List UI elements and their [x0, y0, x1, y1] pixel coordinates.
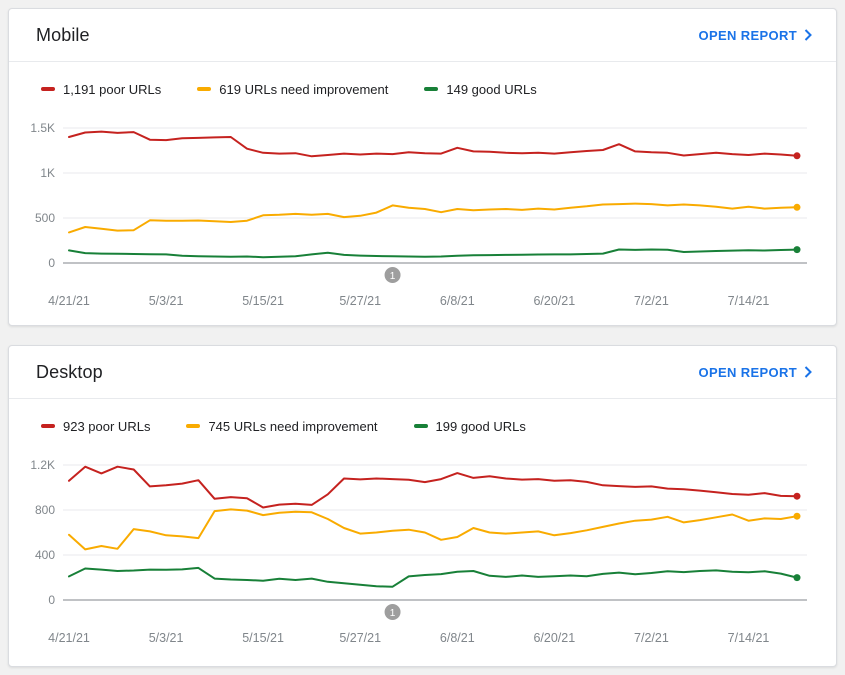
needs-improvement-line: [68, 508, 798, 551]
annotation-marker[interactable]: 1: [384, 267, 401, 283]
y-axis-tick-label: 1K: [40, 166, 55, 180]
needs-improvement-line-end-dot: [793, 203, 801, 211]
x-axis-tick-label: 6/20/21: [533, 294, 575, 308]
desktop-card-header: Desktop OPEN REPORT: [9, 346, 836, 399]
x-axis-tick-label: 4/21/21: [48, 294, 90, 308]
annotation-circle[interactable]: [384, 604, 401, 620]
needs-improvement-line-end-dot: [793, 512, 801, 520]
legend-item-needs-improvement[interactable]: 619 URLs need improvement: [197, 82, 388, 97]
card-title-mobile: Mobile: [36, 24, 90, 45]
legend-item-good[interactable]: 149 good URLs: [424, 81, 537, 97]
y-axis-tick-label: 1.5K: [30, 121, 55, 135]
x-axis-tick-label: 5/27/21: [339, 631, 381, 645]
x-axis-tick-label: 5/3/21: [149, 294, 184, 308]
mobile-chart-canvas[interactable]: 0 500 1K 1.5K 4/21/21 5/3/21 5/15/21 5/27/21 6/8…: [9, 103, 836, 317]
x-axis-tick-label: 5/3/21: [149, 631, 184, 645]
mobile-card-header: Mobile OPEN REPORT: [9, 9, 836, 62]
annotation-label: 1: [390, 608, 396, 619]
good-swatch-icon: [424, 87, 439, 91]
poor-line-end-dot: [793, 492, 801, 500]
chart-legend-mobile: 1,191 poor URLs 619 URLs need improvemen…: [41, 79, 836, 99]
annotation-marker[interactable]: 1: [384, 604, 401, 620]
poor-swatch-icon: [41, 87, 55, 91]
needs-improvement-line: [68, 202, 798, 234]
good-line-end-dot: [793, 246, 801, 254]
mobile-chart[interactable]: 0 500 1K 1.5K 4/21/21 5/3/21 5/15/21 5/27/21 6/8…: [9, 103, 836, 317]
good-line: [68, 566, 798, 588]
open-report-label: OPEN REPORT: [698, 27, 797, 43]
mobile-card: Mobile OPEN REPORT 1,191 poor URLs 619 U…: [8, 8, 837, 326]
legend-label-good: 199 good URLs: [435, 418, 526, 434]
legend-label-poor: 1,191 poor URLs: [63, 81, 162, 97]
x-axis-tick-label: 6/20/21: [533, 631, 575, 645]
x-axis-tick-label: 6/8/21: [440, 294, 475, 308]
x-axis-tick-label: 7/14/21: [728, 294, 770, 308]
legend-item-poor[interactable]: 923 poor URLs: [41, 419, 150, 434]
desktop-card: Desktop OPEN REPORT 923 poor URLs 745 UR…: [8, 345, 837, 667]
needs-improvement-swatch-icon: [197, 87, 212, 91]
legend-item-poor[interactable]: 1,191 poor URLs: [41, 82, 161, 97]
x-axis-tick-label: 5/15/21: [242, 631, 284, 645]
x-axis-tick-label: 6/8/21: [440, 631, 475, 645]
card-title-desktop: Desktop: [36, 361, 103, 382]
legend-label-needs-improvement: 619 URLs need improvement: [219, 81, 389, 97]
good-line-end-dot: [793, 574, 801, 582]
legend-item-good[interactable]: 199 good URLs: [413, 418, 526, 434]
poor-swatch-icon: [41, 424, 55, 428]
y-axis-tick-label: 400: [35, 548, 55, 562]
legend-label-needs-improvement: 745 URLs need improvement: [208, 418, 378, 434]
chevron-right-icon: [804, 29, 812, 41]
y-axis-tick-label: 0: [48, 593, 55, 607]
y-axis-tick-label: 1.2K: [30, 458, 55, 472]
open-report-link-desktop[interactable]: OPEN REPORT: [699, 365, 812, 380]
chevron-right-icon: [804, 366, 812, 378]
needs-improvement-swatch-icon: [186, 424, 201, 428]
y-axis-tick-label: 800: [35, 503, 55, 517]
good-swatch-icon: [413, 424, 428, 428]
legend-label-poor: 923 poor URLs: [63, 418, 151, 434]
y-axis-tick-label: 0: [48, 256, 55, 270]
poor-line: [68, 130, 798, 158]
annotation-circle[interactable]: [384, 267, 401, 283]
y-axis-tick-label: 500: [35, 211, 55, 225]
desktop-chart[interactable]: 0 400 800 1.2K 4/21/21 5/3/21 5/15/21 5/27/21 6/…: [9, 440, 836, 654]
x-axis-tick-label: 7/2/21: [634, 294, 669, 308]
legend-item-needs-improvement[interactable]: 745 URLs need improvement: [186, 418, 378, 434]
legend-label-good: 149 good URLs: [446, 81, 537, 97]
poor-line-end-dot: [793, 152, 801, 160]
open-report-label: OPEN REPORT: [698, 364, 797, 380]
x-axis-tick-label: 5/15/21: [242, 294, 284, 308]
open-report-link-mobile[interactable]: OPEN REPORT: [699, 28, 812, 43]
x-axis-tick-label: 7/14/21: [728, 631, 770, 645]
good-line: [68, 248, 798, 259]
x-axis-tick-label: 5/27/21: [339, 294, 381, 308]
poor-line: [68, 465, 798, 509]
x-axis-tick-label: 4/21/21: [48, 631, 90, 645]
x-axis-tick-label: 7/2/21: [634, 631, 669, 645]
chart-legend-desktop: 923 poor URLs 745 URLs need improvement …: [41, 416, 836, 436]
desktop-chart-canvas[interactable]: 0 400 800 1.2K 4/21/21 5/3/21 5/15/21 5/27/21 6/…: [9, 440, 836, 654]
annotation-label: 1: [390, 271, 396, 282]
